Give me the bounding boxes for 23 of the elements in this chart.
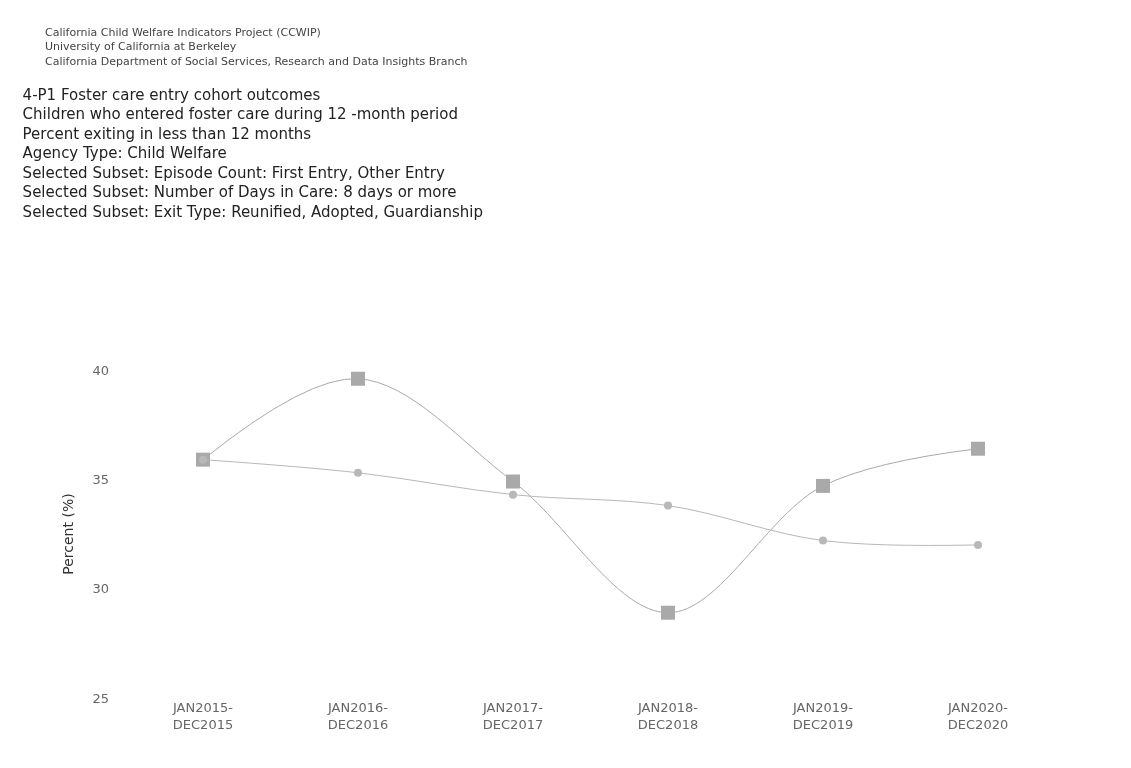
point [661, 605, 675, 620]
x-tick-label: JAN2017- DEC2017 [482, 700, 544, 732]
point [974, 540, 982, 549]
y-tick-label: 25 [92, 690, 109, 706]
y-axis-title: Percent (%) [60, 493, 77, 575]
point [354, 468, 362, 477]
y-tick-label: 30 [92, 581, 109, 597]
y-tick-label: 40 [92, 362, 109, 378]
x-tick-label: JAN2018- DEC2018 [637, 700, 699, 732]
x-tick-label: JAN2016- DEC2016 [327, 700, 389, 732]
point [664, 501, 672, 510]
chart-title: 4-P1 Foster care entry cohort outcomes Children who entered foster care during 12 -month period Percent exiting in less than 12 months Agency Type: Child Welfare Selected Subset: Episode Count: First Entry, Other Entry Selected Subset: Number of Days in Care: 8 days or more Selected Subset: Exit Type: Reunified, Adopted, Guardianship [22, 85, 484, 221]
point [509, 490, 517, 499]
x-tick-label: JAN2015- DEC2015 [172, 700, 234, 732]
y-tick-label: 35 [92, 471, 109, 487]
x-tick-label: JAN2019- DEC2019 [792, 700, 854, 732]
point [971, 441, 985, 456]
point [351, 371, 365, 386]
x-tick-label: JAN2020- DEC2020 [947, 700, 1009, 732]
text: California Child Welfare Indicators Project (CCWIP) University of California at Berkeley California Department of Social Services, Research and Data Insights Branch [45, 26, 468, 68]
point [819, 536, 827, 545]
point [506, 474, 520, 489]
point [816, 478, 830, 493]
